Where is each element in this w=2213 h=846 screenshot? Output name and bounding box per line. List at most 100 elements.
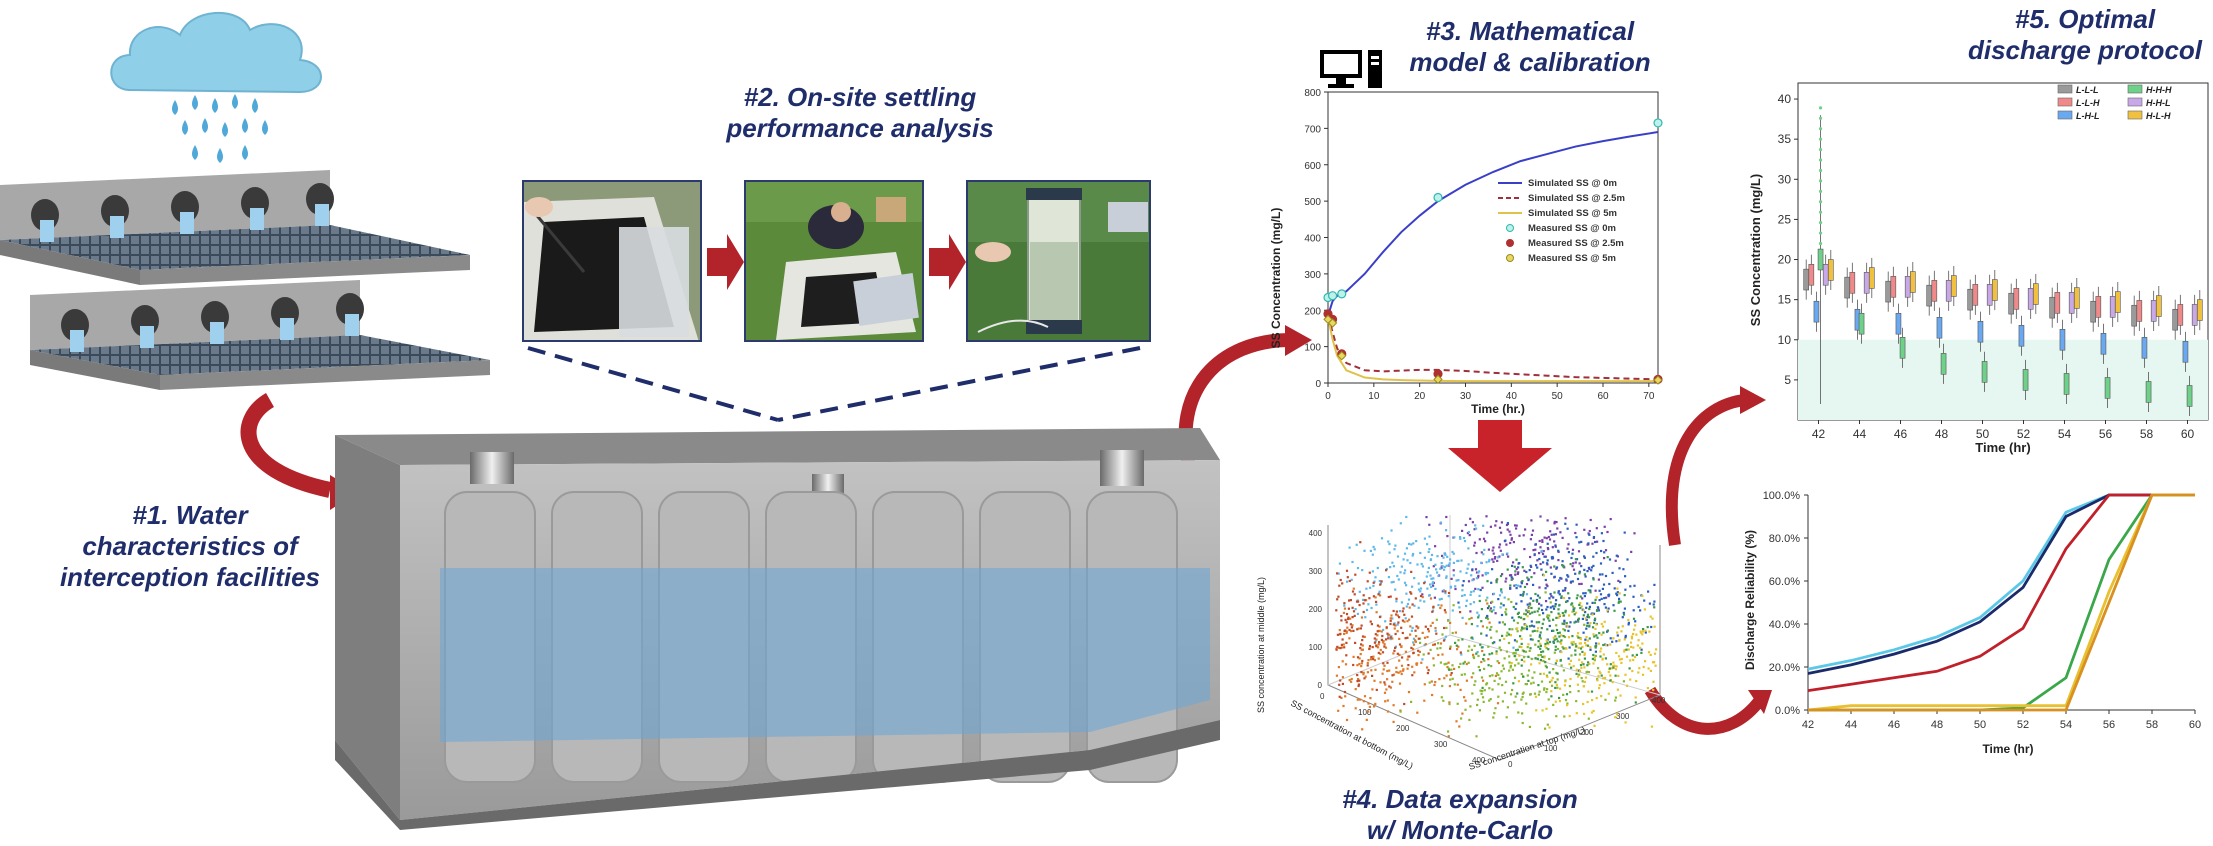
mc-point [1594,654,1597,657]
mc-point [1359,646,1362,650]
mc-point [1557,550,1560,553]
mc-point [1646,687,1649,690]
mc-point [1584,611,1587,614]
mc-point [1600,695,1603,698]
box-rect [2155,295,2162,317]
mc-point [1529,693,1532,696]
mc-point [1598,599,1601,602]
mc-point [1460,653,1463,656]
mc-point [1387,595,1390,599]
mc-point [1367,603,1370,606]
mc-point [1356,628,1359,631]
mc-point [1586,670,1589,673]
mc-point [1419,551,1422,555]
mc-point [1411,626,1414,629]
mc-point [1374,596,1377,599]
mc-point [1527,679,1530,682]
mc-point [1568,685,1571,688]
box-rect [1858,312,1865,335]
mc-point [1560,642,1563,645]
mc-point [1526,603,1529,606]
mc-point [1524,528,1527,531]
mc-point [1587,566,1590,569]
box-rect [2018,325,2025,347]
step3-title-line2: model & calibration [1409,47,1651,77]
mc-point [1510,538,1513,541]
mc-point [1544,587,1547,590]
mc-point [1409,561,1412,565]
model-xtick-label: 70 [1643,391,1655,402]
mc-point [1343,632,1346,635]
mc-point [1428,535,1431,538]
mc-point [1473,683,1476,686]
mc-point [1427,669,1430,672]
mc-point [1604,549,1608,552]
mc-point [1360,624,1363,627]
mc-point [1459,537,1462,540]
mc-point [1601,658,1604,661]
mc-point [1539,631,1542,634]
mc-point [1615,640,1618,643]
mc-point [1553,565,1556,568]
mc-point [1340,615,1343,618]
mc-point [1653,583,1656,586]
mc-point [1548,619,1551,622]
mc-point [1613,609,1616,612]
mc-point [1590,711,1594,714]
mc-point [1520,672,1523,676]
mc-point [1595,623,1598,626]
mc-point [1356,680,1359,683]
mc-point [1581,645,1584,648]
mc-point [1567,551,1570,554]
photo-settling-column [966,180,1151,342]
box-rect [1885,280,1891,303]
mc-point [1607,595,1610,598]
mc-point [1475,735,1478,738]
mc-point [1597,609,1600,612]
mc-point [1592,564,1595,567]
mc-point [1647,651,1651,654]
mc-point [1514,607,1517,611]
mc-point [1368,597,1371,600]
mc-point [1393,622,1396,625]
mc-point [1425,516,1428,519]
mc-point [1405,584,1408,587]
mc-point [1562,628,1565,631]
mc-point [1585,627,1588,630]
mc-point [1352,655,1355,658]
mc-point [1514,652,1517,655]
mc-point [1337,595,1340,598]
mc-point [1351,590,1355,593]
mc-point [1511,577,1514,580]
mc-point [1627,618,1630,622]
mc-point [1512,646,1515,649]
mc-point [1439,661,1442,664]
mc-point [1615,665,1618,668]
mc-point [1434,563,1437,566]
mc-point [1392,652,1395,655]
mc-point [1502,604,1505,607]
mc-point [1578,642,1581,645]
mc-point [1452,561,1455,564]
mc-point [1410,700,1413,703]
mc-point [1487,658,1490,661]
mc-point [1439,521,1443,524]
mc-point [1577,550,1581,553]
mc-point [1555,628,1559,632]
mc-point [1488,558,1491,561]
mc-point [1452,604,1455,607]
mc-point [1510,600,1513,604]
mc-point [1357,684,1360,688]
mc-point [1490,665,1493,668]
mc-point [1440,566,1443,570]
mc-point [1544,591,1547,594]
mc-point [1412,637,1416,640]
mc-point [1459,651,1462,654]
mc-point [1603,682,1606,685]
box-rect [1803,268,1810,291]
mc-point [1521,594,1524,597]
mc-point [1405,547,1408,550]
mc-point [1553,575,1556,578]
mc-point [1553,522,1556,525]
mc-point [1471,692,1474,695]
